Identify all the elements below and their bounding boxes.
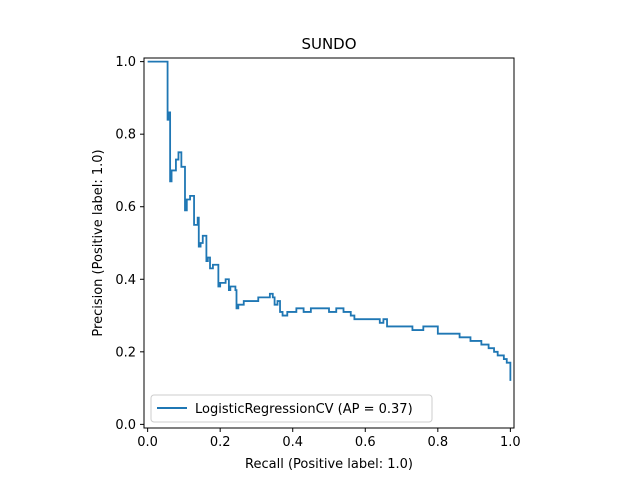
chart-title: SUNDO (301, 35, 356, 53)
y-tick-label: 0.0 (115, 418, 136, 433)
x-tick-label: 0.0 (137, 435, 158, 450)
x-tick-label: 0.6 (355, 435, 376, 450)
x-tick-label: 0.4 (282, 435, 303, 450)
series-layer (147, 60, 512, 381)
y-tick-label: 1.0 (115, 55, 136, 70)
y-tick-label: 0.2 (115, 345, 136, 360)
pr-curve-series-0 (147, 60, 512, 381)
y-tick-label: 0.6 (115, 200, 136, 215)
axes-layer: 0.0 0.2 0.4 0.6 0.8 1.0 0.0 0.2 0.4 0.6 0.8 1.0 (115, 55, 520, 450)
legend-box (150, 394, 433, 423)
x-tick-label: 1.0 (500, 435, 521, 450)
x-axis-label: Recall (Positive label: 1.0) (245, 457, 413, 472)
y-tick-label: 0.4 (115, 273, 136, 288)
x-tick-label: 0.8 (427, 435, 448, 450)
legend-label: LogisticRegressionCV (AP = 0.37) (195, 402, 413, 417)
legend: LogisticRegressionCV (AP = 0.37) (150, 394, 433, 423)
x-tick-label: 0.2 (210, 435, 231, 450)
y-tick-label: 0.8 (115, 128, 136, 143)
plot-frame (143, 57, 515, 429)
y-axis-label: Precision (Positive label: 1.0) (91, 149, 106, 336)
